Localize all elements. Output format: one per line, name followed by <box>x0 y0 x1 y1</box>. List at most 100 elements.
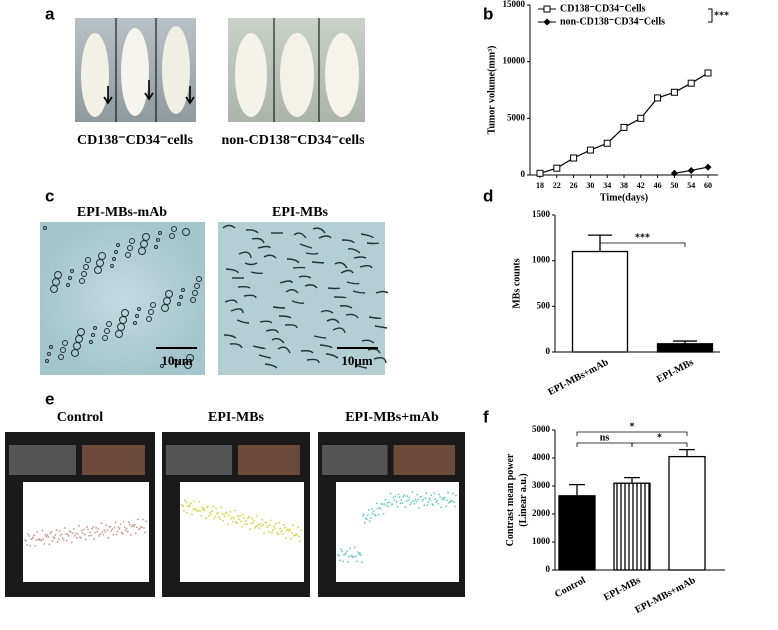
trace-dot <box>374 514 377 517</box>
axes <box>529 5 718 176</box>
y-tick-label: 0 <box>546 564 551 574</box>
trace-dot <box>400 499 403 501</box>
trace-dot <box>197 510 199 512</box>
trace-dot <box>435 501 438 503</box>
trace-dot <box>253 519 255 522</box>
trace-dot <box>212 505 214 508</box>
trace-dot <box>266 526 268 529</box>
particle <box>45 359 49 363</box>
vessel <box>272 306 286 309</box>
trace-dot <box>342 560 344 563</box>
y-tick-label: 0 <box>521 169 526 179</box>
trace-dot <box>424 497 427 499</box>
scale-bar-label: 10μm <box>161 353 192 368</box>
trace-dot <box>204 509 206 512</box>
trace-dot <box>281 529 283 532</box>
trace-dot <box>228 514 230 517</box>
vessel <box>354 364 368 369</box>
vessel <box>374 325 388 329</box>
series-line <box>539 72 709 174</box>
trace-dot <box>288 530 290 532</box>
vessel <box>222 224 236 229</box>
trace-dot <box>270 519 272 522</box>
y-axis-label: MBs counts <box>511 258 522 308</box>
trace-dot <box>89 531 91 534</box>
y-tick-label: 4000 <box>532 452 551 462</box>
trace-dot <box>69 531 72 533</box>
caption: CD138⁻CD34⁻cells <box>77 133 193 148</box>
trace-dot <box>145 520 147 523</box>
trace-dot <box>431 503 434 505</box>
trace-dot <box>350 554 353 557</box>
trace-dot <box>72 528 75 530</box>
y-tick-label: 1000 <box>532 536 551 546</box>
x-tick-label: 54 <box>687 181 695 190</box>
trace-dot <box>300 529 302 532</box>
trace-dot <box>215 507 217 510</box>
vessel <box>340 269 354 274</box>
trace-dot <box>394 495 397 498</box>
trace-dot <box>377 513 380 516</box>
trace-dot <box>223 513 225 516</box>
trace-dot <box>52 536 55 538</box>
vessel <box>264 363 278 369</box>
trace-dot <box>363 521 366 524</box>
vessel <box>299 243 313 249</box>
vessel <box>366 242 380 245</box>
trace-dot <box>339 559 341 562</box>
image-title: EPI-MBs-mAb <box>77 205 167 220</box>
marker <box>687 166 695 174</box>
vessel <box>319 344 333 349</box>
trace-dot <box>438 493 441 496</box>
trace-dot <box>219 518 221 520</box>
trace-dot <box>67 534 70 537</box>
trace-dot <box>297 526 299 529</box>
us-image <box>238 445 300 475</box>
vessel <box>263 254 277 259</box>
image-title: EPI-MBs <box>272 205 329 220</box>
vessel <box>229 343 243 349</box>
trace-dot <box>232 520 234 523</box>
vessel <box>257 245 271 249</box>
trace-dot <box>181 504 183 506</box>
trace-dot <box>195 508 197 511</box>
y-tick-label: 2000 <box>532 508 551 518</box>
vessel <box>345 313 359 319</box>
marker <box>536 169 544 177</box>
trace-dot <box>379 507 382 510</box>
trace-dot <box>290 537 292 540</box>
trace-dot <box>92 526 95 528</box>
trace-dot <box>186 511 188 514</box>
trace-dot <box>420 495 423 498</box>
trace-dot <box>277 533 279 536</box>
trace-dot <box>105 524 108 527</box>
particle <box>94 266 102 274</box>
particle <box>160 364 164 368</box>
trace-dot <box>214 515 216 518</box>
trace-dot <box>250 522 252 525</box>
bar <box>668 455 706 571</box>
trace-dot <box>384 498 387 501</box>
trace-dot <box>399 502 402 505</box>
marker <box>654 94 662 102</box>
trace-dot <box>454 505 456 508</box>
trace-dot <box>133 523 136 526</box>
vessel <box>346 281 360 285</box>
trace-dot <box>81 529 83 532</box>
particle <box>116 243 120 247</box>
trace-dot <box>444 496 446 499</box>
trace-dot <box>361 515 364 518</box>
trace-dot <box>217 511 219 514</box>
vessel <box>293 232 307 239</box>
trace-dot <box>42 538 45 541</box>
vessel <box>298 275 312 279</box>
trace-dot <box>233 517 235 520</box>
vessel <box>327 287 341 290</box>
trace-dot <box>359 553 362 556</box>
particle <box>190 297 196 303</box>
y-tick-label: 10000 <box>503 56 526 66</box>
trace-dot <box>243 516 245 519</box>
trace-dot <box>367 508 370 511</box>
vessel <box>311 261 325 264</box>
particle <box>117 323 125 331</box>
